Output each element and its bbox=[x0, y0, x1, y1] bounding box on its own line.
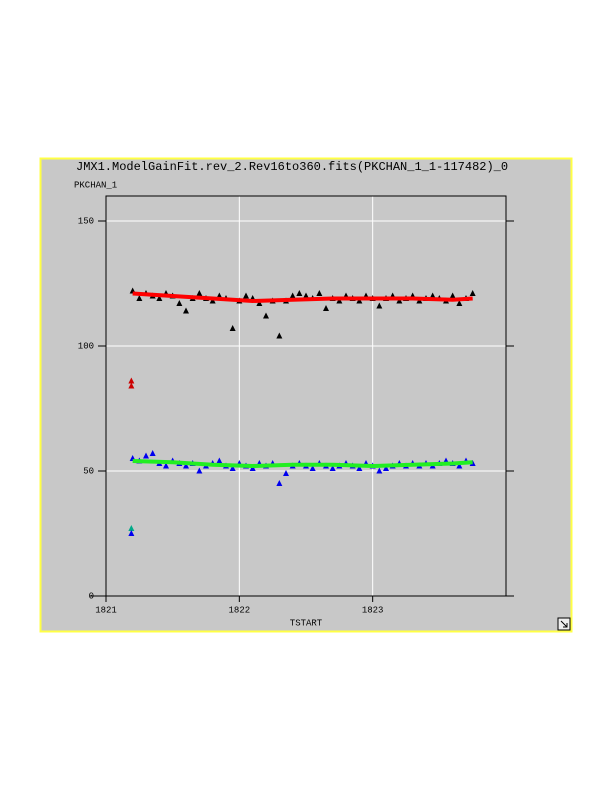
resize-icon[interactable] bbox=[557, 617, 571, 631]
data-point bbox=[449, 292, 456, 299]
x-axis-label: TSTART bbox=[290, 618, 323, 628]
data-point bbox=[156, 295, 163, 301]
y-tick-label: 50 bbox=[83, 466, 94, 476]
data-point bbox=[176, 300, 183, 306]
data-point bbox=[243, 292, 249, 299]
data-point bbox=[303, 292, 309, 299]
data-point bbox=[289, 292, 296, 299]
data-point bbox=[183, 462, 189, 469]
data-point bbox=[283, 470, 289, 476]
data-point bbox=[128, 530, 135, 536]
data-point bbox=[256, 300, 263, 306]
y-tick-label: 150 bbox=[78, 216, 94, 226]
data-point bbox=[229, 465, 236, 471]
data-point bbox=[376, 302, 383, 309]
data-point bbox=[429, 292, 436, 299]
x-tick-label: 1823 bbox=[362, 605, 384, 615]
x-tick-label: 1821 bbox=[95, 605, 117, 615]
data-point bbox=[276, 332, 283, 339]
y-tick-label: 100 bbox=[78, 341, 94, 351]
data-point bbox=[323, 305, 329, 311]
data-point bbox=[196, 467, 203, 474]
data-point bbox=[263, 312, 269, 319]
data-point bbox=[469, 290, 476, 296]
data-point bbox=[356, 465, 363, 471]
chart-title: JMX1.ModelGainFit.rev_2.Rev16to360.fits(… bbox=[76, 160, 508, 174]
data-point bbox=[196, 290, 203, 296]
fit-line bbox=[132, 459, 473, 469]
data-point bbox=[316, 290, 323, 296]
data-point bbox=[456, 462, 463, 469]
data-point bbox=[216, 457, 223, 464]
data-point bbox=[136, 295, 143, 301]
data-point bbox=[276, 480, 283, 486]
fit-line bbox=[132, 291, 473, 304]
data-point bbox=[143, 452, 149, 459]
data-point bbox=[309, 465, 316, 471]
axis-frame bbox=[105, 195, 507, 596]
data-point bbox=[329, 465, 336, 471]
data-point bbox=[163, 462, 169, 469]
data-point bbox=[376, 467, 383, 474]
data-point bbox=[383, 465, 389, 471]
data-point bbox=[128, 377, 135, 384]
data-point bbox=[183, 307, 189, 314]
data-point bbox=[128, 525, 135, 531]
data-point bbox=[456, 300, 463, 306]
x-tick-label: 1822 bbox=[229, 605, 251, 615]
panel bbox=[39, 157, 573, 633]
data-point bbox=[128, 382, 135, 389]
y-axis-label: PKCHAN_1 bbox=[74, 180, 117, 190]
data-point bbox=[149, 450, 156, 456]
data-point bbox=[296, 290, 303, 296]
plot-area: 050100150182118221823 bbox=[78, 195, 514, 615]
data-point bbox=[229, 325, 236, 331]
